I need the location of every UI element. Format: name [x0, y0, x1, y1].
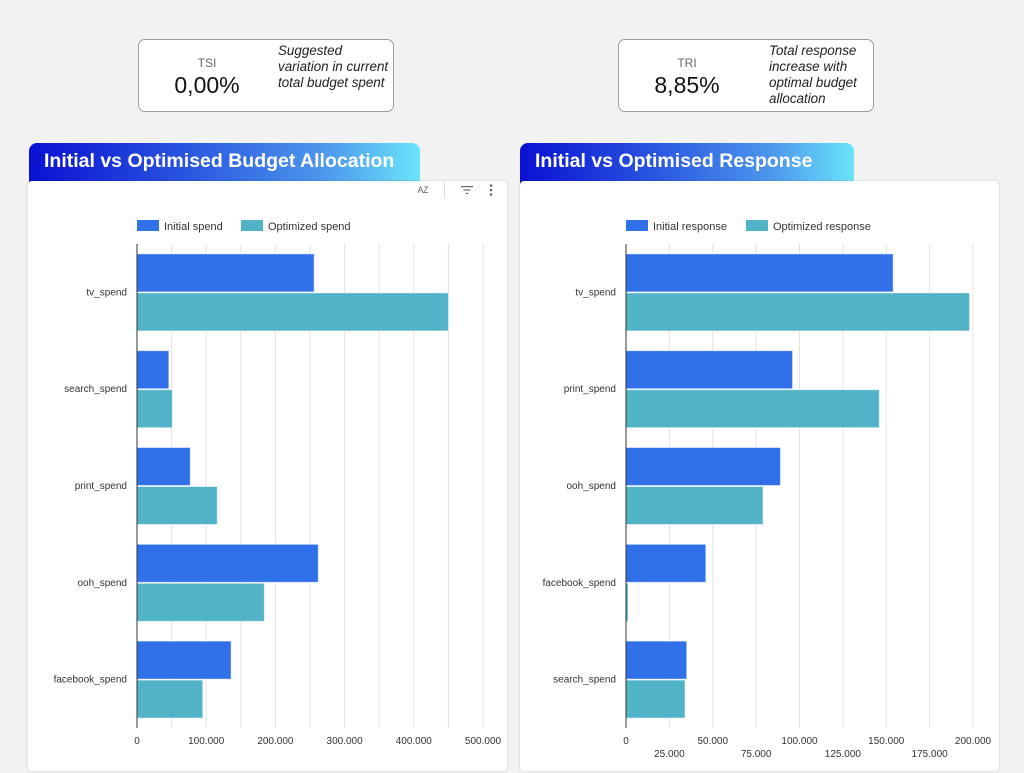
kpi-value: 8,85% [654, 72, 720, 98]
bar-search_spend-initial[interactable] [625, 640, 688, 680]
x-tick-label: 75.000 [741, 749, 772, 760]
x-tick-label: 150.000 [868, 736, 905, 747]
x-tick-label: 0 [134, 736, 140, 747]
category-label: facebook_spend [543, 578, 616, 589]
bar-print_spend-initial[interactable] [136, 447, 191, 486]
x-tick-label: 500.000 [465, 736, 502, 747]
bar-print_spend-optimized[interactable] [136, 486, 218, 525]
kpi-label: TSI [197, 56, 217, 70]
legend-swatch [137, 220, 159, 231]
x-tick-label: 125.000 [825, 749, 862, 760]
legend-label: Initial response [653, 221, 727, 233]
filter-icon[interactable] [461, 185, 473, 195]
legend-swatch [746, 220, 768, 231]
category-label: print_spend [564, 384, 616, 395]
more-vert-icon[interactable] [489, 184, 493, 196]
category-label: search_spend [553, 675, 616, 686]
legend-label: Optimized response [773, 221, 871, 233]
x-tick-label: 400.000 [396, 736, 433, 747]
bar-print_spend-initial[interactable] [625, 350, 794, 390]
legend-item-0[interactable]: Initial spend [137, 220, 223, 233]
bar-search_spend-optimized[interactable] [136, 389, 173, 429]
bar-print_spend-optimized[interactable] [625, 389, 880, 429]
chart-title-response: Initial vs Optimised Response [520, 143, 854, 185]
kpi-value: 0,00% [174, 72, 240, 98]
bar-chart-budget: Initial spend Optimized spend tv_spendsear… [54, 220, 502, 747]
kpi-description: Suggested variation in current total bud… [278, 43, 389, 90]
bar-chart-response: Initial response Optimized response tv_spe… [543, 220, 992, 760]
legend-label: Optimized spend [268, 221, 351, 233]
category-label: tv_spend [86, 287, 127, 298]
bar-tv_spend-optimized[interactable] [136, 292, 449, 332]
legend-label: Initial spend [164, 221, 223, 233]
category-label: facebook_spend [54, 675, 127, 686]
bar-search_spend-optimized[interactable] [625, 679, 686, 719]
kpi-card-tri: TRI 8,85% Total response increase with o… [618, 39, 874, 112]
bar-tv_spend-initial[interactable] [625, 253, 894, 293]
chart-card-response: Initial response Optimized response tv_spe… [520, 181, 999, 771]
chart-toolbar: AZ [417, 181, 493, 199]
bar-search_spend-initial[interactable] [136, 350, 170, 390]
x-tick-label: 300.000 [327, 736, 364, 747]
category-label: print_spend [75, 481, 127, 492]
x-tick-label: 50.000 [697, 736, 728, 747]
category-label: search_spend [64, 384, 127, 395]
x-tick-label: 100.000 [188, 736, 225, 747]
x-tick-label: 100.000 [781, 736, 818, 747]
bar-tv_spend-initial[interactable] [136, 253, 315, 293]
bar-facebook_spend-optimized[interactable] [136, 679, 204, 719]
chart-title-budget: Initial vs Optimised Budget Allocation [29, 143, 420, 185]
category-label: ooh_spend [78, 578, 128, 589]
legend-item-1[interactable]: Optimized spend [241, 220, 351, 233]
legend-item-0[interactable]: Initial response [626, 220, 727, 233]
bar-ooh_spend-initial[interactable] [136, 543, 319, 583]
category-label: tv_spend [575, 287, 616, 298]
kpi-description: Total response increase with optimal bud… [769, 43, 857, 106]
bar-ooh_spend-optimized[interactable] [136, 582, 265, 622]
legend-swatch [626, 220, 648, 231]
x-tick-label: 200.000 [955, 736, 992, 747]
x-tick-label: 25.000 [654, 749, 685, 760]
bar-ooh_spend-optimized[interactable] [625, 486, 764, 525]
x-tick-label: 175.000 [912, 749, 949, 760]
x-tick-label: 0 [623, 736, 629, 747]
kpi-card-tsi: TSI 0,00% Suggested variation in current… [138, 39, 394, 112]
legend-item-1[interactable]: Optimized response [746, 220, 871, 233]
bar-facebook_spend-initial[interactable] [136, 640, 232, 680]
category-label: ooh_spend [567, 481, 617, 492]
toolbar-divider [444, 182, 445, 198]
legend-swatch [241, 220, 263, 231]
kpi-label: TRI [677, 56, 697, 70]
bar-ooh_spend-initial[interactable] [625, 447, 781, 486]
bar-facebook_spend-initial[interactable] [625, 543, 707, 583]
bar-tv_spend-optimized[interactable] [625, 292, 971, 332]
sort-az-icon[interactable]: AZ [417, 185, 428, 195]
x-tick-label: 200.000 [257, 736, 294, 747]
